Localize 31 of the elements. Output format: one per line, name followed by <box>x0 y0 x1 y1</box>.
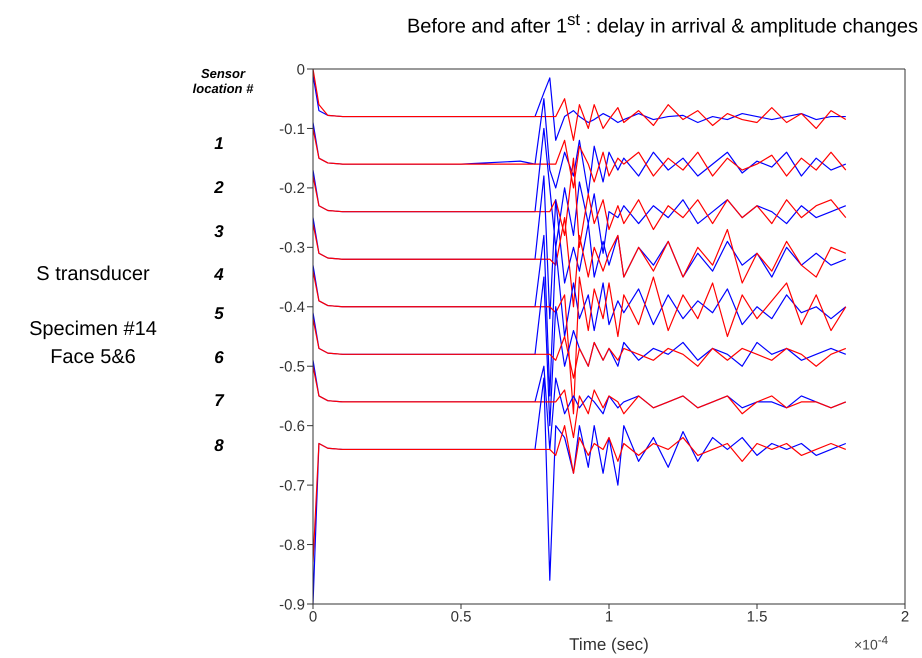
y-tick-label: -0.9 <box>279 596 305 614</box>
text: 1 <box>213 134 225 154</box>
text: Face 5&6 <box>49 346 137 369</box>
y-tick-label: 0 <box>296 61 305 78</box>
y-tick-label: -0.4 <box>279 299 305 316</box>
chart-title: Before and after 1$^{st}$ : delay in arrival & amplitude changes <box>406 10 918 39</box>
text: 4 <box>213 265 225 285</box>
text: 2 <box>213 178 225 198</box>
text: 3 <box>213 222 225 242</box>
text: 8 <box>213 436 225 456</box>
text: 5 <box>213 304 225 324</box>
y-tick-label: -0.2 <box>279 180 305 198</box>
y-tick-label: -0.6 <box>279 418 305 435</box>
y-tick-label: -0.7 <box>279 477 305 494</box>
text: 7 <box>213 391 226 411</box>
x-tick-label: 0.5 <box>450 608 472 626</box>
x-tick-label: 0 <box>308 608 318 626</box>
x-axis-title: Time (sec) <box>569 635 649 654</box>
y-tick-label: -0.8 <box>279 536 305 554</box>
y-tick-label: -0.5 <box>279 358 305 376</box>
x-tick-label: 1 <box>604 608 614 626</box>
text: Specimen #14 <box>28 318 158 341</box>
x-tick-label: 2 <box>900 608 910 626</box>
y-tick-label: -0.1 <box>279 120 305 138</box>
text: 6 <box>213 348 225 368</box>
text: Sensor location # <box>192 66 254 96</box>
y-tick-label: -0.3 <box>279 240 305 257</box>
line-series <box>313 366 846 438</box>
x-tick-label: 1.5 <box>746 608 768 626</box>
text: ×10$^{-4}$ <box>854 633 890 655</box>
text: S transducer <box>35 263 151 286</box>
